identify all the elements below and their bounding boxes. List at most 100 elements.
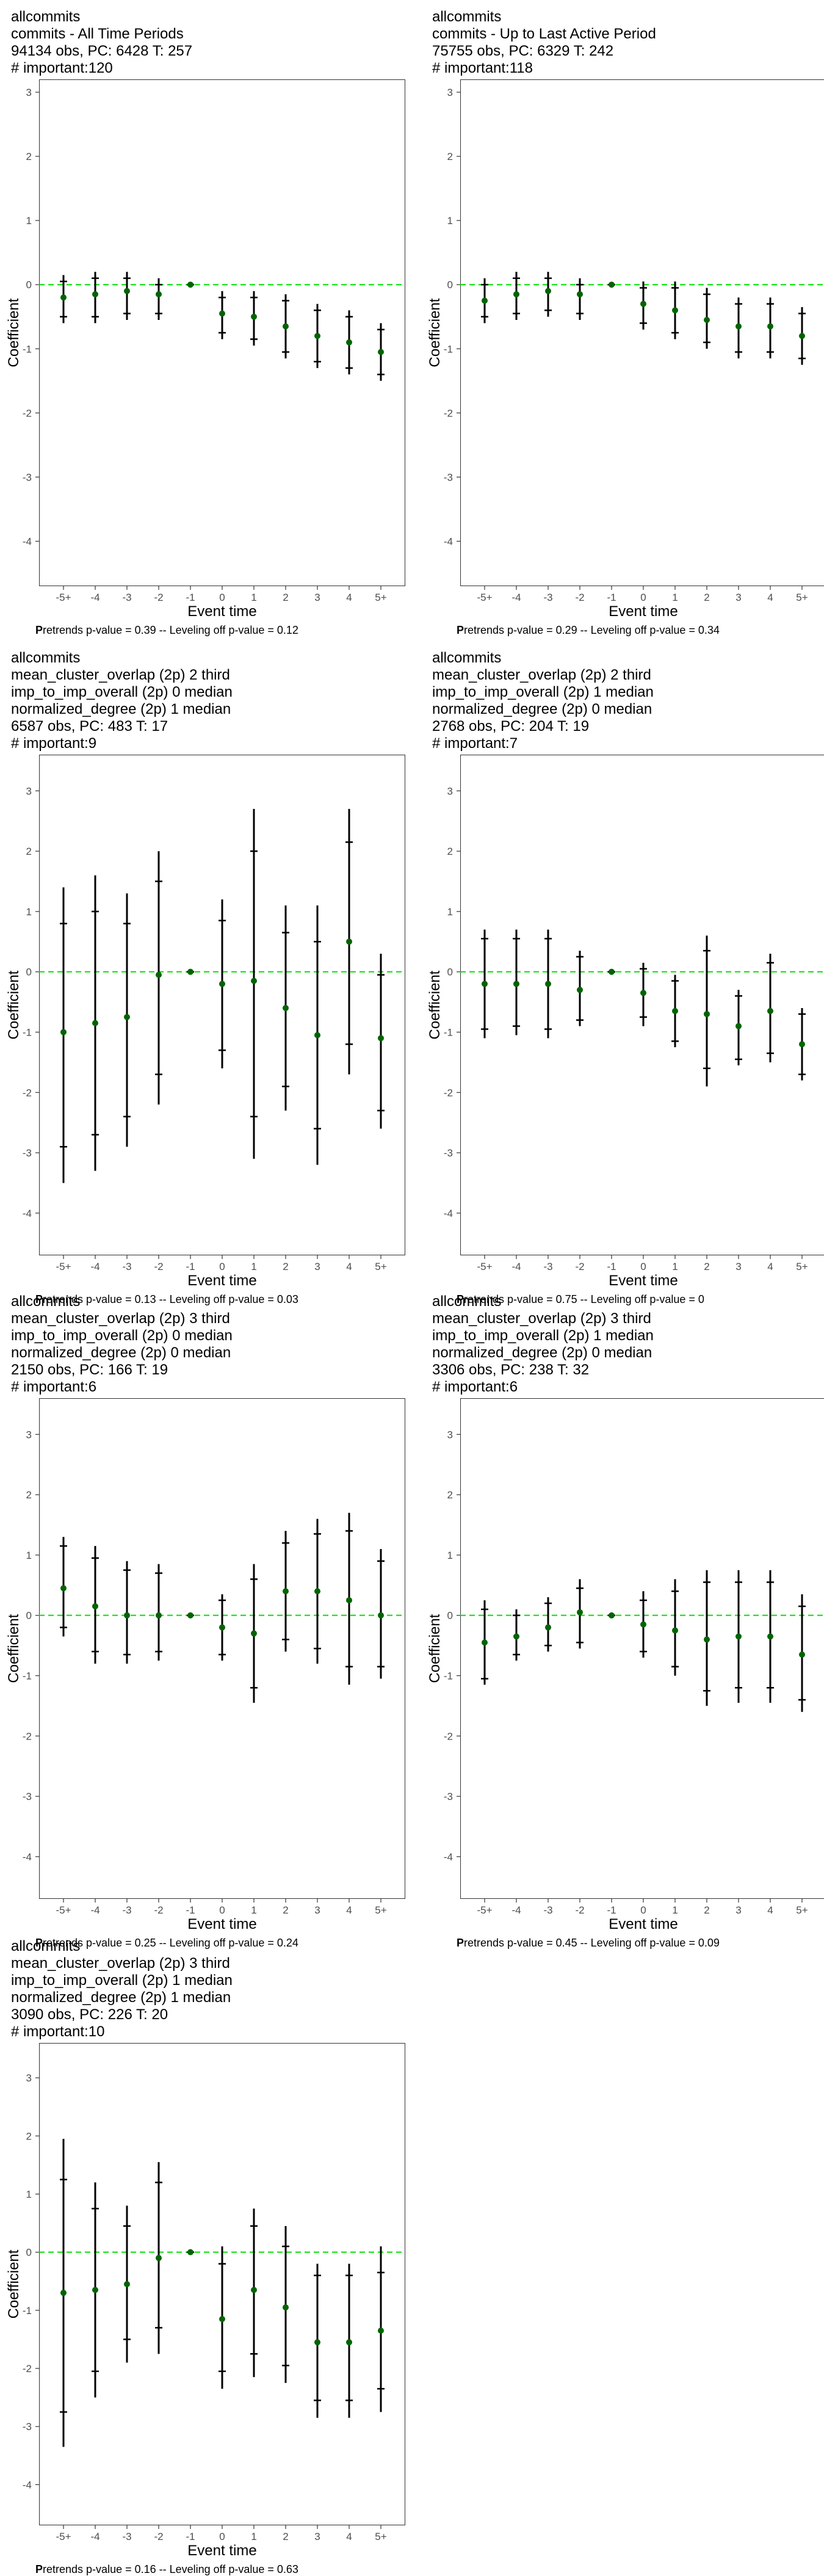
y-tick-label: -3 <box>23 1791 32 1802</box>
x-tick-label: -1 <box>186 1261 195 1272</box>
x-tick-label: 3 <box>314 2531 320 2542</box>
x-tick-label: 5+ <box>375 2531 386 2542</box>
chart-title-line: allcommits <box>11 9 81 25</box>
estimate-point <box>767 323 773 330</box>
estimate-point <box>219 310 225 317</box>
chart-title-line: mean_cluster_overlap (2p) 3 third <box>432 1310 651 1327</box>
x-tick-label: -1 <box>607 592 616 603</box>
estimate-point <box>577 987 583 993</box>
estimate-point <box>346 339 352 346</box>
y-tick-label: 3 <box>447 785 453 797</box>
chart-title-line: mean_cluster_overlap (2p) 2 third <box>11 667 230 683</box>
chart-title-line: mean_cluster_overlap (2p) 3 third <box>11 1310 230 1327</box>
estimate-point <box>609 281 615 288</box>
x-tick-label: 0 <box>640 592 646 603</box>
chart-panel: allcommits commits - All Time Periods 9413… <box>0 0 405 2564</box>
chart-title-line: 3090 obs, PC: 226 T: 20 <box>11 2006 168 2023</box>
x-tick-label: -2 <box>575 1261 584 1272</box>
y-tick-label: 0 <box>26 2247 32 2259</box>
x-tick-label: -1 <box>607 1261 616 1272</box>
x-tick-label: 4 <box>767 592 773 603</box>
x-axis-label: Event time <box>609 603 678 620</box>
estimate-point <box>219 2316 225 2323</box>
estimate-point <box>251 313 257 320</box>
estimate-point <box>378 349 384 355</box>
estimate-point <box>283 1588 289 1595</box>
chart-caption: Pretrends p-value = 0.16 -- Leveling off… <box>35 2563 298 2576</box>
chart-title-line: imp_to_imp_overall (2p) 1 median <box>11 1972 233 1989</box>
estimate-point <box>60 2290 67 2296</box>
estimate-point <box>640 300 646 307</box>
x-tick-label: -5+ <box>56 1261 71 1272</box>
chart-title-line: # important:9 <box>11 735 97 752</box>
chart-caption: Pretrends p-value = 0.13 -- Leveling off… <box>35 1293 298 1306</box>
estimate-point <box>482 981 488 987</box>
x-tick-label: 3 <box>314 592 320 603</box>
x-tick-label: 4 <box>767 1904 773 1916</box>
estimate-point <box>92 1020 98 1026</box>
y-tick-label: 1 <box>447 215 453 227</box>
chart-title-line: 6587 obs, PC: 483 T: 17 <box>11 718 168 735</box>
chart-title: allcommits mean_cluster_overlap (2p) 3 th… <box>11 1938 402 2041</box>
y-tick-label: 0 <box>447 1610 453 1622</box>
y-tick-label: 3 <box>26 87 32 98</box>
y-tick-label: -1 <box>23 1670 32 1682</box>
x-tick-label: -2 <box>154 592 163 603</box>
chart-caption: Pretrends p-value = 0.45 -- Leveling off… <box>457 1937 720 1950</box>
y-tick-label: -2 <box>23 1087 32 1098</box>
x-tick-label: -1 <box>607 1904 616 1916</box>
y-tick-label: -2 <box>23 2363 32 2375</box>
estimate-point <box>640 990 646 996</box>
x-tick-label: 5+ <box>796 1904 808 1916</box>
x-tick-label: 1 <box>251 2531 256 2542</box>
x-tick-label: 2 <box>704 592 709 603</box>
x-tick-label: -1 <box>186 1904 195 1916</box>
x-axis-label: Event time <box>609 1272 678 1289</box>
estimate-point <box>609 968 615 975</box>
y-tick-label: 1 <box>447 906 453 918</box>
estimate-point <box>124 288 130 294</box>
estimate-point <box>735 1633 742 1640</box>
estimate-point <box>799 1651 805 1658</box>
estimate-point <box>346 1597 352 1603</box>
x-axis-label: Event time <box>187 603 257 620</box>
x-tick-label: 1 <box>251 592 256 603</box>
estimate-point <box>346 2339 352 2346</box>
chart-title: allcommits mean_cluster_overlap (2p) 3 th… <box>11 1293 402 1396</box>
x-tick-label: 2 <box>283 1904 288 1916</box>
estimate-point <box>513 291 519 297</box>
caption-initial: P <box>35 1937 43 1949</box>
caption-initial: P <box>35 2563 43 2575</box>
y-tick-label: 3 <box>26 1429 32 1440</box>
chart-title-line: 2150 obs, PC: 166 T: 19 <box>11 1362 168 1378</box>
y-tick-label: 1 <box>26 906 32 918</box>
y-tick-label: -1 <box>23 343 32 355</box>
estimate-point <box>60 1585 67 1592</box>
x-tick-label: 0 <box>219 2531 225 2542</box>
chart-svg: 3 2 1 0 -1 -2 -3 -4 -5+ -4 -3 -2 -1 0 1 2 3 4 5+ <box>23 785 405 1272</box>
chart-title-line: allcommits <box>432 1293 502 1310</box>
chart-title-line: # important:118 <box>432 60 533 76</box>
estimate-point <box>609 1612 615 1619</box>
estimate-point <box>378 1612 384 1619</box>
x-tick-label: 2 <box>283 592 288 603</box>
y-tick-label: -4 <box>23 535 32 547</box>
y-tick-label: 2 <box>447 1489 453 1501</box>
x-tick-label: 1 <box>672 592 678 603</box>
x-tick-label: -5+ <box>56 2531 71 2542</box>
x-tick-label: -4 <box>90 592 99 603</box>
estimate-point <box>513 981 519 987</box>
chart-title-line: commits - All Time Periods <box>11 26 184 42</box>
chart-panel: allcommits mean_cluster_overlap (2p) 2 th… <box>421 647 824 2564</box>
chart-svg: 3 2 1 0 -1 -2 -3 -4 -5+ -4 -3 -2 -1 0 1 2 3 4 5+ <box>23 2072 405 2542</box>
y-tick-label: 3 <box>447 87 453 98</box>
estimate-point <box>124 1014 130 1020</box>
chart-svg: 3 2 1 0 -1 -2 -3 -4 -5+ -4 -3 -2 -1 0 1 2 3 4 5+ <box>23 87 405 603</box>
x-tick-label: 3 <box>314 1261 320 1272</box>
chart-title-line: 94134 obs, PC: 6428 T: 257 <box>11 43 193 59</box>
x-tick-label: -3 <box>543 1261 552 1272</box>
estimate-point <box>545 981 551 987</box>
y-tick-label: -4 <box>444 1851 453 1863</box>
chart-title-line: normalized_degree (2p) 0 median <box>432 701 652 717</box>
x-tick-label: 5+ <box>796 1261 808 1272</box>
